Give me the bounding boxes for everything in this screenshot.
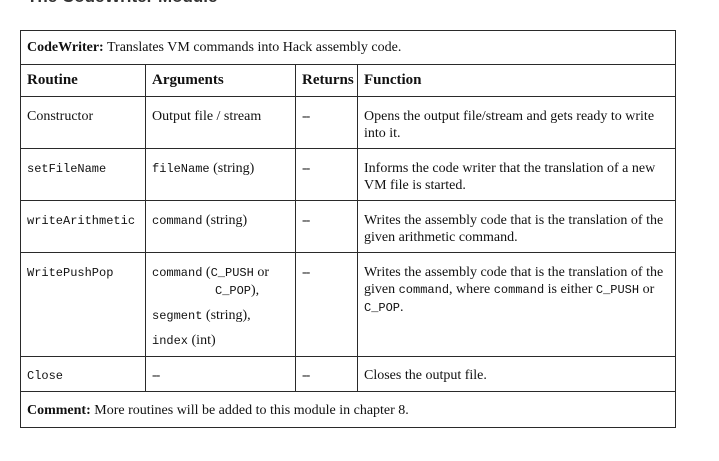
function-cell: Closes the output file. [357, 356, 676, 392]
module-name: CodeWriter: [27, 40, 104, 55]
table-row-constructor: Constructor Output file / stream -- Open… [20, 96, 676, 149]
function-text: . [400, 300, 404, 315]
arg-value: C_POP [215, 284, 252, 298]
arg-type: (int) [188, 333, 216, 348]
routine-name: setFileName [27, 162, 107, 176]
arguments-cell: -- [145, 356, 296, 392]
codewriter-api-table: CodeWriter: Translates VM commands into … [20, 30, 676, 428]
table-row-writepushpop: WritePushPop command (C_PUSH or C_POP), se… [20, 252, 676, 357]
routine-name: writeArithmetic [27, 214, 136, 228]
routine-cell: Close [20, 356, 146, 392]
comment-cell: Comment: More routines will be added to … [20, 391, 676, 428]
col-header-returns: Returns [295, 64, 358, 97]
arg-value: C_PUSH [210, 266, 254, 280]
arg-name: command [152, 214, 203, 228]
arg-type: (string), [202, 308, 251, 323]
arg-type: (string) [205, 213, 248, 228]
function-code: C_PUSH [595, 283, 640, 297]
arg-paren-close: ), [251, 283, 260, 298]
function-text: is either [544, 282, 596, 297]
module-banner-row: CodeWriter: Translates VM commands into … [20, 30, 676, 65]
comment-label: Comment: [27, 403, 91, 418]
function-cell: Informs the code writer that the transla… [357, 148, 676, 201]
arg-type: (string) [213, 161, 255, 176]
routine-cell: setFileName [20, 148, 146, 201]
arguments-cell: fileName (string) [145, 148, 296, 201]
arg-paren-open: ( [202, 265, 211, 280]
function-code: command [398, 283, 450, 297]
function-cell: Writes the assembly code that is the tra… [357, 200, 676, 253]
function-cell: Opens the output file/stream and gets re… [357, 96, 676, 149]
arg-name: fileName [152, 162, 210, 176]
arg-name: command [152, 266, 203, 280]
arg-name: segment [152, 309, 203, 323]
function-code: C_POP [364, 301, 401, 315]
module-banner: CodeWriter: Translates VM commands into … [20, 30, 676, 65]
col-header-function: Function [357, 64, 676, 97]
function-code: command [493, 283, 545, 297]
function-text: , where [449, 282, 494, 297]
routine-name: WritePushPop [27, 266, 114, 280]
routine-cell: WritePushPop [20, 252, 146, 357]
arguments-cell: Output file / stream [145, 96, 296, 149]
function-text: or [639, 282, 655, 297]
returns-cell: -- [295, 148, 358, 201]
arg-name: index [152, 334, 189, 348]
table-row-writearithmetic: writeArithmetic command (string) -- Writ… [20, 200, 676, 253]
arg-or: or [253, 265, 269, 280]
module-description: Translates VM commands into Hack assembl… [106, 40, 402, 55]
arguments-cell: command (string) [145, 200, 296, 253]
function-cell: Writes the assembly code that is the tra… [357, 252, 676, 357]
routine-name: Close [27, 369, 64, 383]
col-header-routine: Routine [20, 64, 146, 97]
comment-row: Comment: More routines will be added to … [20, 391, 676, 428]
arguments-cell: command (C_PUSH or C_POP), segment (string… [145, 252, 296, 357]
header-row: Routine Arguments Returns Function [20, 64, 676, 97]
routine-cell: Constructor [20, 96, 146, 149]
section-heading: The CodeWriter Module [27, 0, 217, 7]
function-text: Writes the assembly code that is the tra… [364, 265, 664, 297]
returns-cell: -- [295, 96, 358, 149]
returns-cell: -- [295, 200, 358, 253]
routine-cell: writeArithmetic [20, 200, 146, 253]
table-row-setfilename: setFileName fileName (string) -- Informs… [20, 148, 676, 201]
table-row-close: Close -- -- Closes the output file. [20, 356, 676, 392]
col-header-arguments: Arguments [145, 64, 296, 97]
returns-cell: -- [295, 252, 358, 357]
returns-cell: -- [295, 356, 358, 392]
comment-text: More routines will be added to this modu… [94, 403, 409, 418]
